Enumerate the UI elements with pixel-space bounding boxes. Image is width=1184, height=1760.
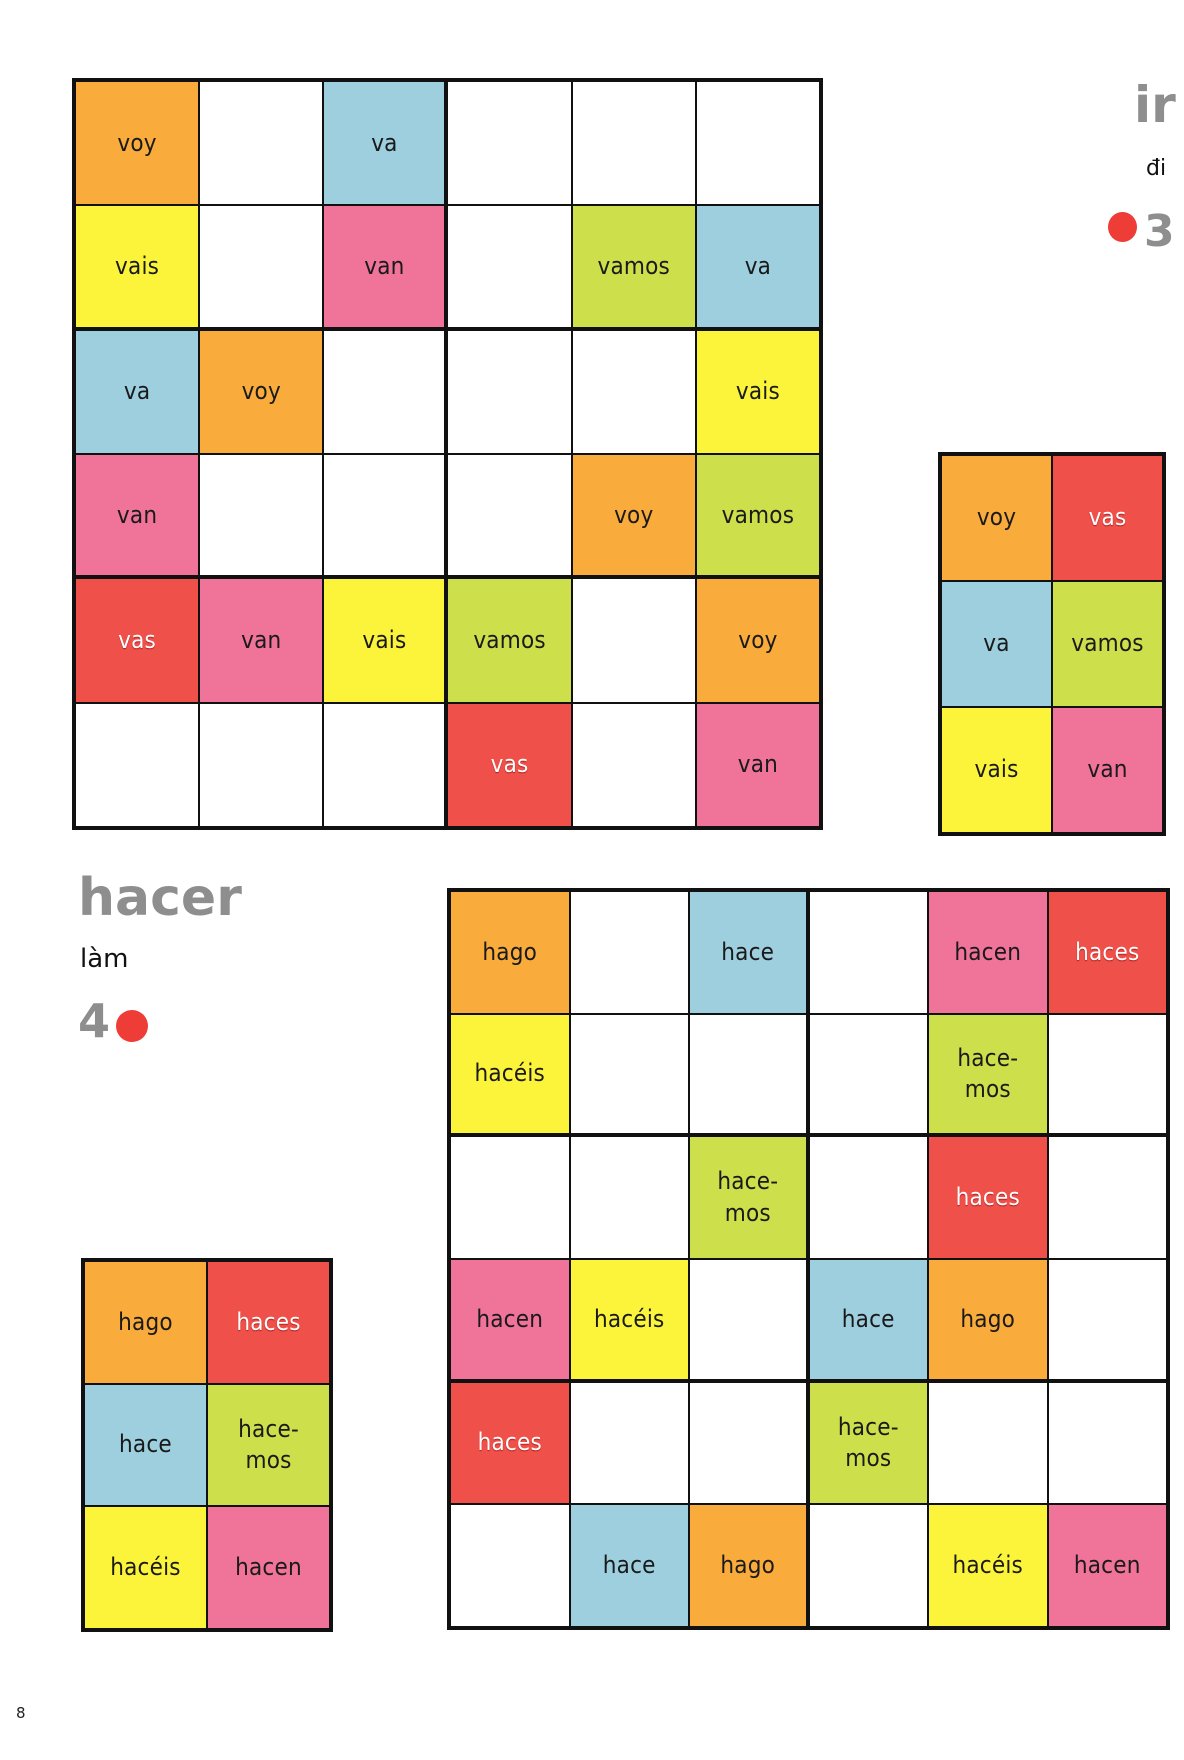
ir-empty-cell[interactable] (324, 703, 445, 826)
ir-empty-cell[interactable] (448, 330, 571, 453)
hacer-given-cell: hacen (451, 1259, 569, 1379)
hacer-puzzle-number: 4 (78, 994, 111, 1048)
hacer-given-cell: hago (929, 1259, 1047, 1379)
ir-legend-cell: vamos (1053, 582, 1162, 706)
ir-empty-cell[interactable] (572, 330, 695, 453)
hacer-empty-cell[interactable] (690, 1382, 806, 1504)
hacer-empty-cell[interactable] (1048, 1014, 1166, 1134)
page-number: 8 (16, 1704, 26, 1722)
hacer-empty-cell[interactable] (570, 1014, 688, 1134)
ir-given-cell: voy (76, 82, 199, 205)
ir-verb-meaning: đi (1146, 156, 1167, 181)
ir-given-cell: va (324, 82, 445, 205)
hacer-given-cell: hacen (1048, 1505, 1166, 1626)
hacer-given-cell: hacen (929, 892, 1047, 1013)
hacer-given-cell: hace (690, 892, 806, 1013)
ir-sudoku-grid: voy va vais van vamos va va voy vais van voy vamos v… (72, 78, 823, 830)
ir-given-cell: vamos (448, 579, 571, 702)
hacer-given-cell: haces (929, 1137, 1047, 1258)
ir-legend-grid: voy vas va vamos vais van (938, 452, 1166, 836)
ir-empty-cell[interactable] (572, 703, 695, 826)
ir-given-cell: vas (76, 579, 199, 702)
hacer-legend-grid: hago haces hace hace- mos hacéis hacen (81, 1258, 333, 1632)
ir-empty-cell[interactable] (200, 455, 323, 576)
hacer-legend-cell: hacen (208, 1507, 329, 1628)
hacer-given-cell: hace- mos (929, 1014, 1047, 1134)
ir-empty-cell[interactable] (324, 330, 445, 453)
hacer-empty-cell[interactable] (690, 1259, 806, 1379)
ir-legend-cell: vais (942, 708, 1051, 832)
hacer-legend-cell: haces (208, 1262, 329, 1383)
ir-verb-title: ir (1134, 76, 1176, 134)
ir-given-cell: vamos (572, 206, 695, 327)
ir-given-cell: va (696, 206, 819, 327)
hacer-empty-cell[interactable] (451, 1137, 569, 1258)
hacer-given-cell: hacéis (451, 1014, 569, 1134)
hacer-empty-cell[interactable] (809, 1014, 927, 1134)
ir-empty-cell[interactable] (696, 82, 819, 205)
ir-given-cell: vais (324, 579, 445, 702)
ir-given-cell: van (200, 579, 323, 702)
hacer-empty-cell[interactable] (809, 1505, 927, 1626)
ir-empty-cell[interactable] (200, 206, 323, 327)
ir-given-cell: voy (200, 330, 323, 453)
ir-legend-cell: van (1053, 708, 1162, 832)
hacer-given-cell: hace (570, 1505, 688, 1626)
hacer-empty-cell[interactable] (570, 1137, 688, 1258)
hacer-given-cell: haces (451, 1382, 569, 1504)
hacer-empty-cell[interactable] (1048, 1259, 1166, 1379)
hacer-verb-meaning: làm (80, 944, 129, 974)
ir-legend-cell: vas (1053, 456, 1162, 580)
hacer-legend-cell: hace- mos (208, 1384, 329, 1506)
ir-given-cell: vamos (696, 455, 819, 576)
ir-empty-cell[interactable] (572, 82, 695, 205)
ir-given-cell: vais (76, 206, 199, 327)
ir-empty-cell[interactable] (448, 455, 571, 576)
ir-given-cell: van (324, 206, 445, 327)
hacer-given-cell: haces (1048, 892, 1166, 1013)
hacer-given-cell: hago (690, 1505, 806, 1626)
hacer-empty-cell[interactable] (690, 1014, 806, 1134)
ir-legend-cell: voy (942, 456, 1051, 580)
hacer-legend-cell: hago (85, 1262, 206, 1383)
hacer-empty-cell[interactable] (451, 1505, 569, 1626)
hacer-empty-cell[interactable] (929, 1382, 1047, 1504)
hacer-empty-cell[interactable] (809, 1137, 927, 1258)
hacer-given-cell: hace- mos (809, 1382, 927, 1504)
ir-empty-cell[interactable] (200, 82, 323, 205)
ir-empty-cell[interactable] (76, 703, 199, 826)
hacer-legend-cell: hace (85, 1384, 206, 1506)
ir-legend-cell: va (942, 582, 1051, 706)
ir-empty-cell[interactable] (324, 455, 445, 576)
ir-empty-cell[interactable] (572, 579, 695, 702)
ir-given-cell: voy (696, 579, 819, 702)
red-dot-icon (1108, 212, 1137, 242)
hacer-sudoku-grid: hago hace hacen haces hacéis hace- mos hace- m… (447, 888, 1170, 1630)
hacer-empty-cell[interactable] (570, 892, 688, 1013)
ir-given-cell: van (76, 455, 199, 576)
red-dot-icon (116, 1010, 148, 1042)
ir-given-cell: vas (448, 703, 571, 826)
hacer-empty-cell[interactable] (570, 1382, 688, 1504)
ir-given-cell: voy (572, 455, 695, 576)
hacer-given-cell: hacéis (570, 1259, 688, 1379)
hacer-legend-cell: hacéis (85, 1507, 206, 1628)
ir-empty-cell[interactable] (448, 82, 571, 205)
hacer-empty-cell[interactable] (809, 892, 927, 1013)
hacer-given-cell: hacéis (929, 1505, 1047, 1626)
hacer-verb-title: hacer (78, 868, 242, 928)
hacer-empty-cell[interactable] (1048, 1382, 1166, 1504)
ir-empty-cell[interactable] (448, 206, 571, 327)
ir-given-cell: vais (696, 330, 819, 453)
hacer-empty-cell[interactable] (1048, 1137, 1166, 1258)
ir-empty-cell[interactable] (200, 703, 323, 826)
ir-given-cell: van (696, 703, 819, 826)
hacer-given-cell: hace- mos (690, 1137, 806, 1258)
hacer-given-cell: hago (451, 892, 569, 1013)
ir-puzzle-number: 3 (1144, 206, 1175, 257)
ir-given-cell: va (76, 330, 199, 453)
hacer-given-cell: hace (809, 1259, 927, 1379)
